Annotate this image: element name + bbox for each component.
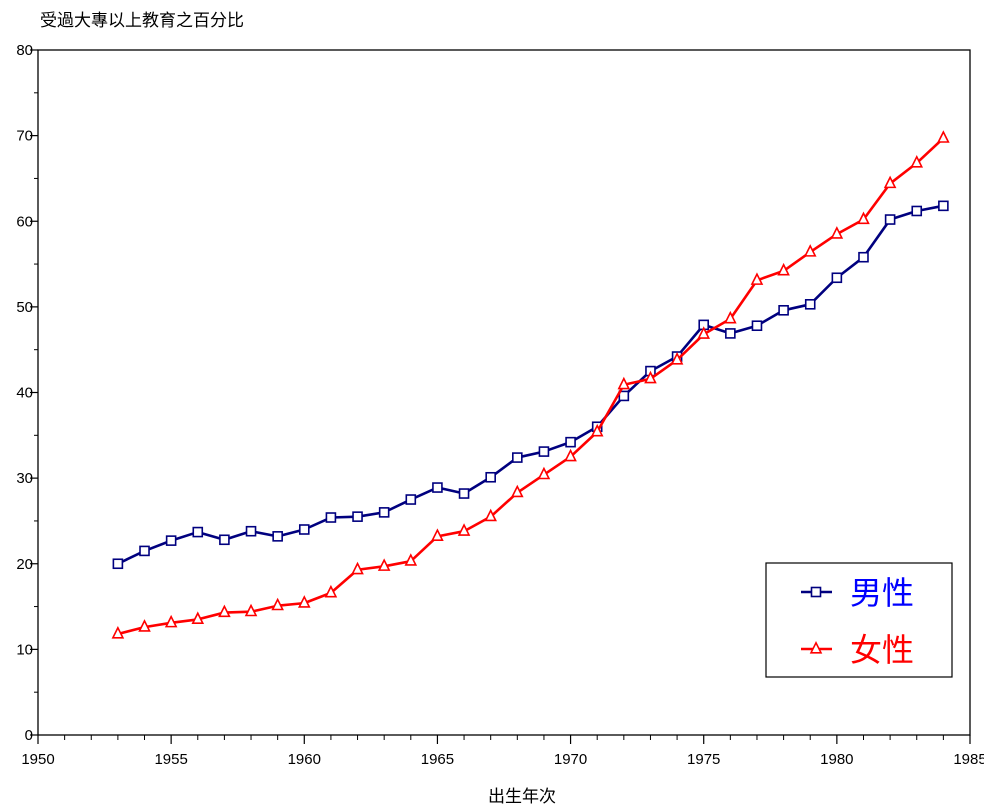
data-point-female: [377, 558, 391, 571]
data-point-female: [883, 175, 897, 189]
data-point-female: [191, 611, 205, 625]
data-point-male: [378, 507, 390, 518]
data-point-female: [537, 466, 551, 480]
data-point-female: [351, 561, 364, 575]
data-point-male: [112, 558, 124, 570]
series-line-male: [117, 204, 944, 565]
data-point-male: [485, 471, 496, 483]
data-point-female: [138, 619, 151, 632]
data-point-female: [297, 595, 311, 608]
data-point-male: [725, 328, 736, 339]
series-line-female: [117, 137, 945, 636]
y-tick-label: 20: [16, 556, 33, 573]
y-tick-label: 80: [16, 42, 33, 59]
data-point-female: [803, 244, 817, 257]
data-point-female: [457, 523, 471, 536]
data-point-female: [111, 625, 125, 639]
data-point-female: [590, 423, 604, 437]
data-point-female: [218, 604, 231, 618]
data-point-male: [778, 304, 789, 316]
y-axis-title: 受過大專以上教育之百分比: [40, 11, 244, 31]
data-point-male: [804, 299, 816, 310]
data-point-female: [857, 211, 870, 225]
legend-box: [765, 562, 953, 678]
y-tick-label: 60: [16, 213, 33, 230]
data-point-male: [458, 488, 470, 499]
data-point-female: [670, 351, 684, 365]
data-point-male: [272, 531, 283, 542]
y-tick-label: 40: [16, 385, 33, 402]
y-tick-label: 30: [16, 470, 33, 487]
x-axis-title: 出生年次: [488, 787, 556, 807]
data-point-female: [404, 553, 418, 566]
y-tick-label: 0: [25, 727, 33, 744]
data-point-male: [858, 251, 869, 263]
data-point-female: [830, 226, 844, 239]
data-point-female: [750, 272, 764, 285]
data-point-male: [938, 200, 949, 212]
x-tick-label: 1975: [687, 751, 720, 768]
y-tick-label: 10: [16, 641, 33, 658]
x-tick-label: 1985: [953, 751, 984, 768]
data-point-female: [484, 508, 497, 522]
data-point-male: [884, 214, 896, 225]
data-point-male: [219, 534, 230, 546]
x-tick-label: 1965: [421, 751, 454, 768]
data-point-male: [512, 452, 523, 463]
data-point-female: [271, 597, 284, 611]
data-point-female: [910, 155, 924, 168]
data-point-female: [724, 310, 737, 324]
data-point-female: [937, 130, 950, 143]
data-point-male: [298, 524, 310, 535]
legend-marker-female: [809, 641, 823, 654]
data-point-female: [511, 484, 524, 498]
data-point-male: [751, 320, 763, 332]
data-point-male: [245, 525, 257, 537]
data-point-female: [244, 603, 258, 617]
data-point-male: [831, 272, 843, 284]
x-tick-label: 1970: [554, 751, 587, 768]
legend-label-female: 女性: [850, 631, 914, 669]
x-tick-label: 1980: [820, 751, 853, 768]
data-point-male: [911, 205, 923, 217]
data-point-female: [697, 326, 711, 339]
x-tick-label: 1950: [21, 751, 54, 768]
data-point-male: [139, 545, 150, 557]
data-point-male: [192, 526, 204, 538]
x-tick-label: 1955: [154, 751, 187, 768]
data-point-female: [617, 376, 631, 390]
data-point-male: [565, 436, 576, 448]
legend-marker-male: [810, 586, 822, 598]
data-point-female: [777, 262, 790, 276]
data-point-female: [644, 370, 657, 384]
x-tick-label: 1960: [288, 751, 321, 768]
data-point-male: [538, 446, 550, 457]
data-point-male: [432, 482, 443, 493]
y-tick-label: 50: [16, 299, 33, 316]
data-point-male: [405, 494, 417, 505]
legend-label-male: 男性: [850, 574, 914, 612]
data-point-male: [165, 535, 177, 546]
data-point-female: [164, 614, 178, 628]
data-point-male: [352, 511, 363, 522]
data-point-male: [618, 390, 630, 402]
data-point-female: [431, 528, 444, 541]
data-point-female: [324, 584, 338, 598]
data-point-male: [325, 512, 337, 523]
y-tick-label: 70: [16, 128, 33, 145]
data-point-female: [564, 448, 577, 462]
